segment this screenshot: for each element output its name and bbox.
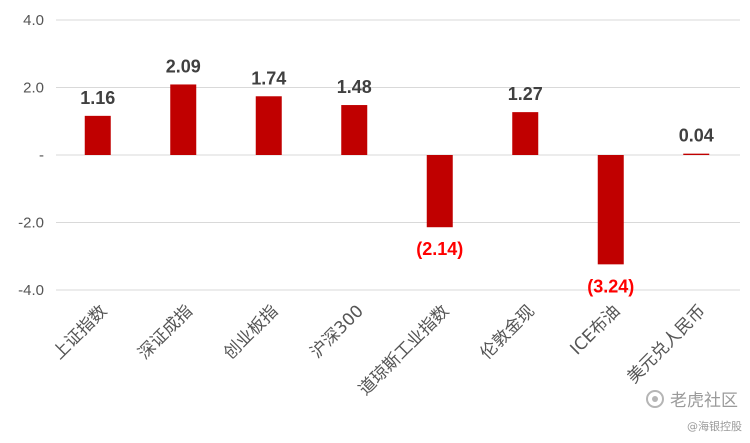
bar — [426, 155, 453, 228]
y-tick-label: - — [39, 147, 44, 164]
bar — [341, 105, 368, 155]
y-tick-label: 2.0 — [23, 80, 44, 97]
x-category-label: ICE布油 — [567, 301, 625, 359]
bar — [255, 96, 282, 155]
x-category-label: 伦敦金现 — [477, 301, 539, 363]
bar — [512, 112, 539, 155]
x-category-label: 沪深300 — [307, 301, 368, 362]
x-category-label: 美元兑人民币 — [624, 301, 710, 387]
x-category-label: 深证成指 — [135, 301, 197, 363]
gridlines — [56, 19, 740, 291]
y-axis-ticks: 4.0 2.0 - -2.0 -4.0 — [18, 12, 44, 299]
data-label: 2.09 — [166, 56, 201, 76]
data-label: 1.27 — [508, 84, 543, 104]
data-label: 1.74 — [251, 68, 286, 88]
x-category-label: 道琼斯工业指数 — [355, 301, 453, 399]
y-tick-label: -2.0 — [18, 215, 44, 232]
data-labels: 1.16 2.09 1.74 1.48 (2.14) 1.27 (3.24) 0.04 — [80, 56, 714, 296]
watermark-brand-text: 老虎社区 — [670, 391, 738, 411]
watermark-brand: 老虎社区 — [646, 386, 738, 411]
bar — [683, 153, 710, 155]
bars — [84, 84, 710, 265]
x-category-label: 创业板指 — [220, 301, 282, 363]
y-tick-label: 4.0 — [23, 12, 44, 29]
data-label: 0.04 — [679, 126, 714, 146]
y-tick-label: -4.0 — [18, 282, 44, 299]
bar — [597, 155, 624, 265]
bar — [84, 115, 111, 155]
data-label: (2.14) — [416, 239, 463, 259]
data-label: 1.48 — [337, 77, 372, 97]
data-label: 1.16 — [80, 88, 115, 108]
x-category-label: 上证指数 — [49, 301, 111, 363]
watermark-handle: @海银控股 — [687, 420, 742, 433]
tiger-logo-icon — [646, 389, 664, 408]
bar — [170, 84, 197, 155]
data-label: (3.24) — [587, 276, 634, 296]
